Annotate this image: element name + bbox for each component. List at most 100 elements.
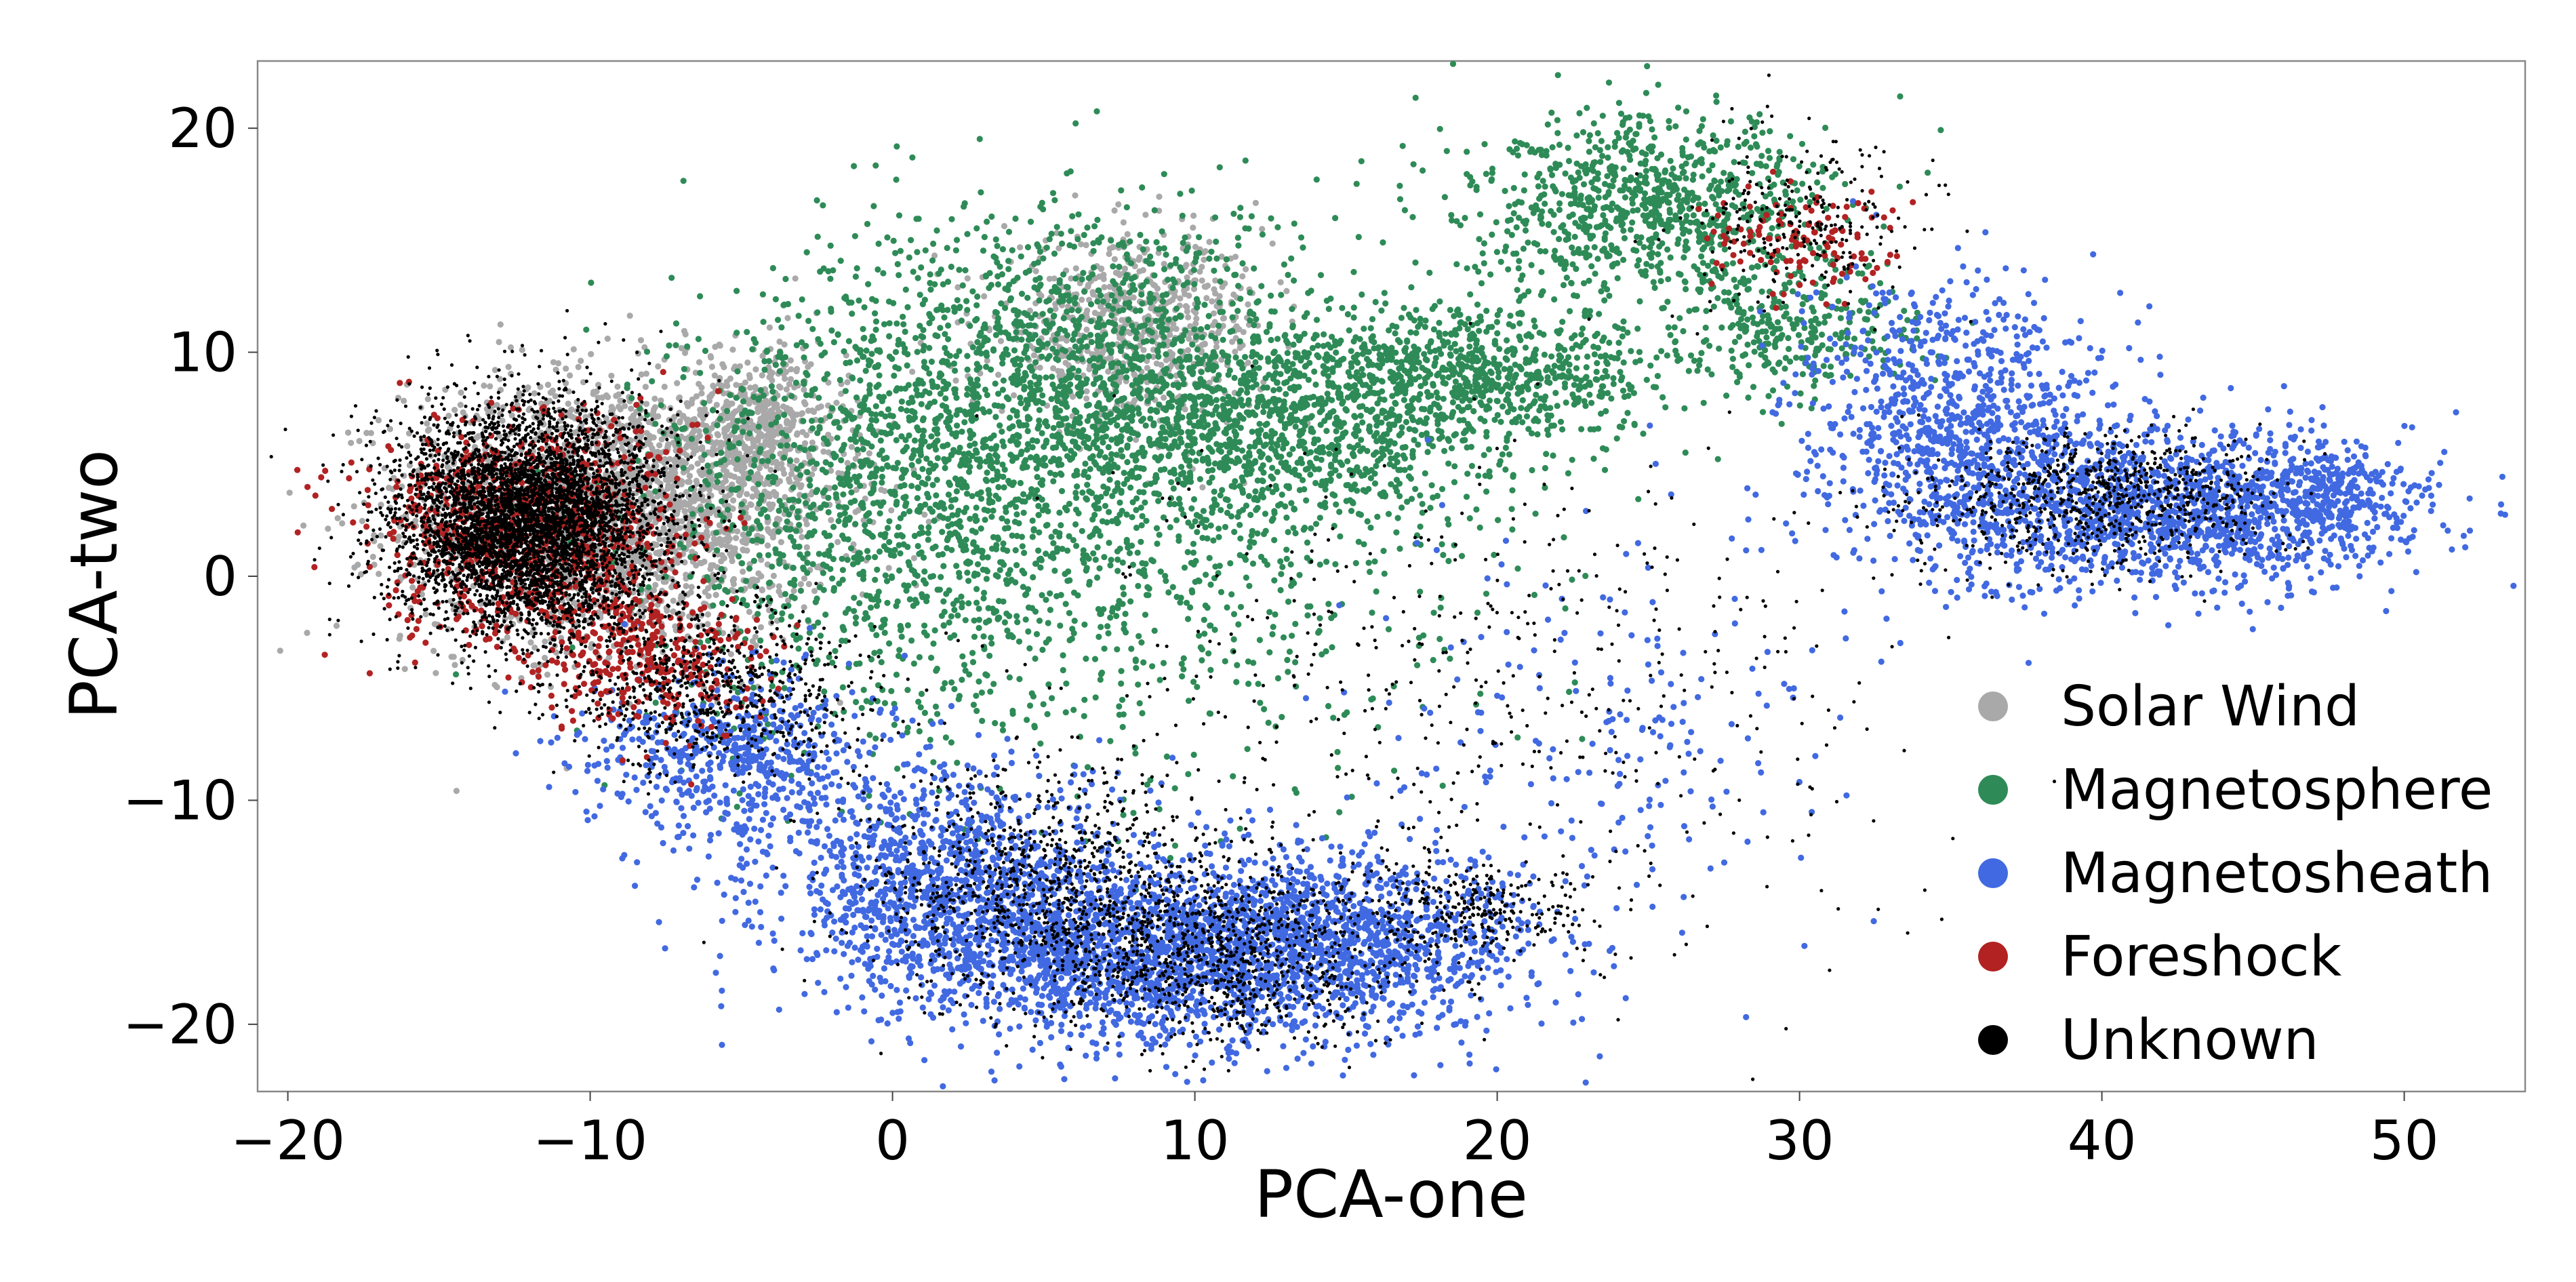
data-point	[886, 641, 892, 647]
data-point	[694, 435, 700, 441]
data-point	[908, 237, 914, 243]
data-point	[729, 487, 735, 493]
data-point	[1009, 708, 1015, 714]
data-point	[791, 577, 797, 583]
data-point	[769, 383, 775, 389]
data-point	[904, 407, 910, 414]
data-point	[957, 304, 963, 310]
data-point	[1102, 645, 1108, 652]
data-point	[1201, 257, 1207, 263]
data-point	[710, 603, 716, 609]
data-point	[891, 553, 897, 559]
data-point	[1127, 550, 1133, 556]
data-point	[818, 633, 824, 639]
data-point	[828, 517, 834, 523]
data-point	[1161, 395, 1167, 401]
data-point	[898, 626, 904, 632]
data-point	[881, 321, 887, 327]
data-point	[643, 401, 649, 407]
data-point	[845, 465, 851, 471]
data-point	[930, 241, 936, 247]
data-point	[938, 500, 944, 506]
data-point	[681, 366, 687, 372]
data-point	[878, 437, 884, 443]
data-point	[832, 484, 838, 490]
data-point	[1116, 703, 1122, 709]
data-point	[506, 364, 512, 370]
data-point	[627, 313, 633, 319]
data-point	[749, 346, 755, 353]
data-point	[676, 501, 682, 507]
data-point	[973, 693, 979, 699]
data-point	[836, 504, 842, 510]
data-point	[930, 482, 936, 488]
data-point	[877, 548, 883, 555]
data-point	[879, 466, 885, 472]
data-point	[971, 634, 978, 640]
data-point	[904, 363, 910, 369]
data-point	[980, 567, 986, 573]
data-point	[1161, 266, 1167, 272]
data-point	[723, 468, 729, 475]
data-point	[1061, 315, 1067, 321]
data-point	[884, 600, 890, 606]
data-point	[1016, 676, 1022, 682]
data-point	[1039, 393, 1045, 399]
data-point	[527, 639, 534, 645]
data-point	[893, 437, 900, 443]
data-point	[759, 372, 765, 378]
data-point	[730, 578, 736, 584]
data-point	[746, 475, 752, 481]
data-point	[970, 344, 976, 350]
data-point	[765, 542, 771, 548]
data-point	[351, 503, 357, 509]
data-point	[649, 445, 656, 452]
data-point	[833, 492, 839, 498]
data-point	[1135, 432, 1141, 438]
data-point	[899, 475, 905, 481]
data-point	[746, 609, 752, 615]
data-point	[1085, 474, 1091, 480]
data-point	[397, 636, 403, 642]
data-point	[750, 638, 756, 644]
data-point	[1013, 613, 1020, 619]
data-point	[1125, 317, 1131, 323]
data-point	[959, 600, 965, 606]
data-point	[873, 632, 879, 638]
data-point	[807, 477, 813, 483]
data-point	[1167, 524, 1173, 530]
data-point	[1107, 284, 1113, 290]
data-point	[827, 566, 833, 572]
data-point	[959, 428, 965, 435]
data-point	[706, 394, 712, 400]
data-point	[666, 342, 672, 348]
data-point	[754, 611, 761, 617]
data-point	[1051, 251, 1058, 257]
data-point	[853, 395, 860, 401]
data-point	[706, 468, 712, 475]
data-point	[800, 418, 806, 424]
data-point	[920, 417, 926, 423]
data-point	[919, 691, 925, 697]
data-point	[1199, 264, 1205, 270]
data-point	[757, 395, 763, 401]
data-point	[1199, 657, 1205, 663]
data-point	[829, 405, 835, 411]
data-point	[1011, 347, 1018, 353]
data-point	[920, 347, 926, 353]
data-point	[925, 537, 931, 543]
data-point	[698, 411, 704, 417]
data-point	[1102, 284, 1108, 290]
data-point	[801, 447, 807, 453]
data-point	[1047, 276, 1053, 282]
data-point	[1177, 296, 1183, 302]
data-point	[743, 578, 749, 584]
data-point	[959, 654, 965, 660]
data-point	[825, 495, 831, 501]
data-point	[942, 465, 948, 471]
data-point	[734, 804, 740, 810]
data-point	[1138, 639, 1144, 645]
data-point	[775, 317, 781, 323]
data-point	[833, 400, 839, 406]
